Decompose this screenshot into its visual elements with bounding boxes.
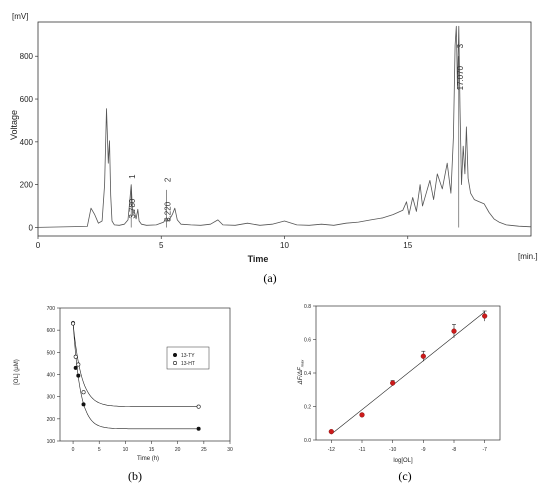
chart-b-y-tick-label: 300 bbox=[47, 395, 56, 401]
chart-b-x-tick-label: 5 bbox=[98, 447, 101, 453]
chart-b-legend-box bbox=[166, 346, 210, 370]
chart-b-fit-curve bbox=[72, 323, 199, 407]
chart-a-peak-time: 17.070 bbox=[456, 65, 465, 90]
chart-a-trace bbox=[37, 25, 532, 228]
chart-b-point bbox=[76, 373, 81, 378]
chart-b-y-tick-label: 500 bbox=[47, 350, 56, 356]
chart-c-point bbox=[420, 353, 426, 359]
chart-c-x-tick-label: -11 bbox=[359, 447, 366, 453]
chart-c-caption: (c) bbox=[398, 469, 411, 483]
chart-c-x-tick-label: -7 bbox=[482, 447, 487, 453]
chart-b-legend-marker bbox=[173, 352, 178, 357]
chart-b-legend-label: 13-TY bbox=[181, 353, 195, 359]
chart-c-ylabel-main: ΔF/ΔF bbox=[298, 367, 304, 385]
chart-c-x-tick-label: -9 bbox=[421, 447, 426, 453]
chart-b-legend-label: 13-HT bbox=[181, 361, 195, 367]
chart-b-y-tick-label: 600 bbox=[47, 328, 56, 334]
chart-c-y-tick-label: 0.4 bbox=[304, 371, 311, 377]
chart-a-peak-number: 1 bbox=[128, 174, 137, 179]
chart-a-y-tick-label: 200 bbox=[20, 181, 34, 190]
chart-a-xlabel: Time bbox=[248, 254, 269, 264]
chart-c-y-tick-label: 0.8 bbox=[304, 304, 311, 310]
chart-c-ylabel-sub: max bbox=[300, 359, 305, 368]
chart-b-fit-curve bbox=[72, 323, 199, 430]
chart-b-legend-marker bbox=[173, 360, 178, 365]
chart-b-point bbox=[76, 362, 81, 367]
chart-a-x-tick-label: 10 bbox=[280, 241, 289, 250]
chart-a-caption: (a) bbox=[263, 271, 276, 285]
chart-a-y-tick-label: 400 bbox=[20, 138, 34, 147]
chart-a-y-tick-label: 600 bbox=[20, 95, 34, 104]
chart-a-x-tick-label: 5 bbox=[159, 241, 164, 250]
chart-b-x-tick-label: 15 bbox=[149, 447, 155, 453]
chart-a-peak-time: 3.780 bbox=[128, 198, 137, 219]
chart-b-ylabel: [OL] (µM) bbox=[14, 359, 20, 384]
chart-b-point bbox=[71, 321, 76, 326]
chart-a-y-tick-label: 0 bbox=[29, 223, 34, 232]
chart-a-x-tick-label: 0 bbox=[36, 241, 41, 250]
chart-b-x-tick-label: 25 bbox=[201, 447, 207, 453]
chart-c-point bbox=[359, 412, 365, 418]
chart-c-point bbox=[451, 328, 457, 334]
chart-b-caption: (b) bbox=[128, 469, 142, 483]
chart-b-point bbox=[73, 365, 78, 370]
chart-c-point bbox=[328, 429, 334, 435]
chart-b-xlabel: Time (h) bbox=[137, 456, 159, 462]
chart-c-xlabel: log[OL] bbox=[393, 458, 413, 464]
chart-c: log[OL] ΔF/ΔFmax (c) 0.0 0.2 0.4 0.6 0.8 -12 -… bbox=[298, 304, 501, 483]
chart-a-y-tick-label: 800 bbox=[20, 52, 34, 61]
chart-c-point bbox=[390, 380, 396, 386]
chart-c-y-tick-label: 0.0 bbox=[304, 438, 311, 444]
chart-a-x-unit: [min.] bbox=[518, 252, 538, 261]
chart-c-ylabel: ΔF/ΔFmax bbox=[298, 359, 305, 386]
chart-b-x-tick-label: 10 bbox=[123, 447, 129, 453]
chart-b-y-tick-label: 700 bbox=[47, 306, 56, 312]
chart-b-point bbox=[196, 404, 201, 409]
chart-c-y-tick-label: 0.2 bbox=[304, 405, 311, 411]
chart-c-x-tick-label: -12 bbox=[328, 447, 335, 453]
chart-a-ylabel: Voltage bbox=[9, 110, 19, 140]
chart-c-fit-line bbox=[331, 311, 485, 435]
chart-a: [mV] [min.] Time Voltage (a) 0 200 400 600 8… bbox=[9, 12, 538, 285]
chart-b-point bbox=[81, 402, 86, 407]
chart-b-y-tick-label: 400 bbox=[47, 373, 56, 379]
chart-b-y-tick-label: 100 bbox=[47, 439, 56, 445]
chart-a-x-tick-label: 15 bbox=[403, 241, 412, 250]
chart-b-point bbox=[196, 426, 201, 431]
chart-b: Time (h) [OL] (µM) (b) 10020030040050060… bbox=[14, 306, 233, 483]
chart-b-point bbox=[81, 390, 86, 395]
chart-b-x-tick-label: 0 bbox=[72, 447, 75, 453]
chart-a-peak-time: 5.220 bbox=[164, 201, 173, 222]
chart-c-x-tick-label: -8 bbox=[452, 447, 457, 453]
chart-b-x-tick-label: 20 bbox=[175, 447, 181, 453]
chart-a-y-unit: [mV] bbox=[12, 12, 28, 21]
chart-b-y-tick-label: 200 bbox=[47, 417, 56, 423]
chart-c-point bbox=[482, 313, 488, 319]
chart-a-peak-number: 2 bbox=[164, 177, 173, 182]
chart-b-x-tick-label: 30 bbox=[227, 447, 233, 453]
chart-a-peak-number: 3 bbox=[456, 43, 465, 48]
chart-c-x-tick-label: -10 bbox=[389, 447, 396, 453]
chart-b-frame bbox=[59, 307, 231, 442]
chart-c-y-tick-label: 0.6 bbox=[304, 338, 311, 344]
chart-b-point bbox=[73, 354, 78, 359]
